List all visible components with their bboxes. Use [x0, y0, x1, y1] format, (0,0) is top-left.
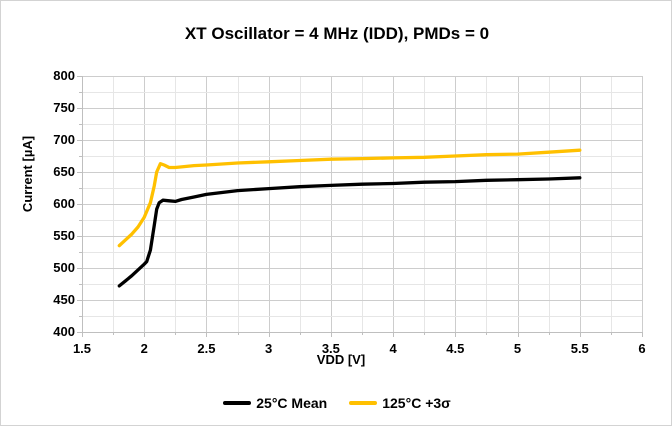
chart-title: XT Oscillator = 4 MHz (IDD), PMDs = 0: [184, 24, 490, 43]
x-tick-label: 4: [389, 341, 397, 356]
y-tick-label: 400: [53, 324, 75, 339]
x-tick-label: 3: [265, 341, 273, 356]
legend-item-25c-mean: 25°C Mean: [223, 395, 327, 411]
y-tick-label: 550: [53, 228, 75, 243]
y-tick-label: 650: [53, 164, 75, 179]
legend-label: 25°C Mean: [256, 395, 328, 411]
y-tick-label: 750: [53, 100, 75, 115]
y-tick-label: 450: [53, 292, 75, 307]
legend-label: 125°C +3σ: [382, 395, 451, 411]
x-tick-label: 2.5: [197, 341, 216, 356]
legend-line-sample-black: [223, 401, 252, 405]
x-tick-label: 5.5: [570, 341, 589, 356]
legend-line-sample-gold: [349, 401, 378, 405]
legend: 25°C Mean 125°C +3σ: [1, 395, 671, 411]
x-tick-label: 1.5: [72, 341, 92, 356]
x-axis-title: VDD [V]: [316, 352, 366, 367]
x-tick-label: 6: [638, 341, 646, 356]
legend-item-125c-3sigma: 125°C +3σ: [349, 395, 451, 411]
y-axis-title: Current [µA]: [20, 135, 35, 213]
y-tick-label: 500: [53, 260, 75, 275]
x-tick-label: 5: [513, 341, 522, 356]
x-tick-label: 3.5: [321, 341, 340, 356]
y-tick-label: 700: [53, 132, 75, 147]
y-tick-label: 800: [53, 68, 75, 83]
x-tick-label: 4.5: [446, 341, 465, 356]
x-tick-label: 2: [140, 341, 148, 356]
y-tick-label: 600: [53, 196, 75, 211]
